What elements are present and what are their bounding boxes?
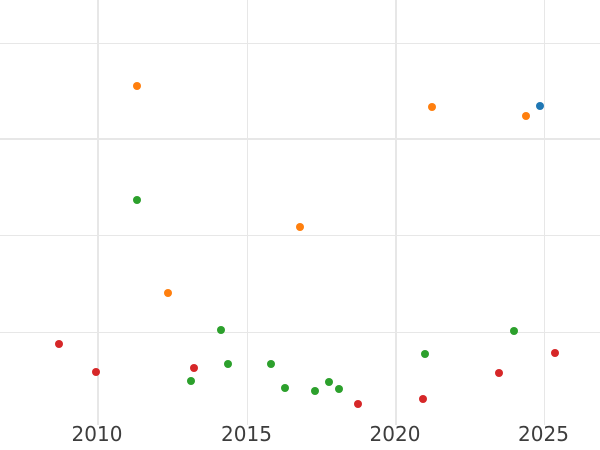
scatter-point-green (216, 326, 225, 335)
scatter-point-green (325, 378, 333, 387)
x-axis-tick-label: 2010 (71, 422, 123, 446)
scatter-point-orange (164, 289, 172, 297)
vertical-gridline (395, 0, 397, 425)
scatter-point-red (494, 368, 503, 377)
scatter-point-orange (132, 81, 141, 90)
x-axis-tick-label: 2015 (221, 422, 272, 446)
x-axis-tick-label: 2020 (369, 422, 421, 446)
scatter-point-blue (536, 102, 544, 110)
horizontal-gridline (0, 138, 600, 140)
scatter-point-red (189, 363, 198, 372)
scatter-point-red (91, 367, 100, 376)
scatter-point-orange (296, 223, 304, 231)
horizontal-gridline (0, 331, 600, 333)
horizontal-gridline (0, 234, 600, 236)
scatter-point-green (421, 349, 429, 358)
scatter-point-green (510, 326, 519, 335)
scatter-point-orange (427, 102, 436, 111)
vertical-gridline (246, 0, 248, 425)
scatter-point-green (266, 359, 275, 368)
scatter-point-green (186, 377, 195, 385)
horizontal-gridline (0, 42, 600, 44)
scatter-point-green (224, 359, 232, 368)
scatter-point-green (335, 384, 343, 393)
scatter-point-red (55, 340, 64, 349)
scatter-point-red (354, 399, 362, 408)
vertical-gridline (97, 0, 99, 425)
x-axis-tick-label: 2025 (518, 422, 569, 446)
scatter-point-green (310, 387, 319, 396)
scatter-point-red (551, 348, 559, 357)
vertical-gridline (543, 0, 545, 425)
scatter-point-green (132, 195, 141, 204)
scatter-point-green (281, 384, 289, 393)
scatter-point-orange (522, 112, 530, 120)
scatter-point-red (419, 395, 428, 403)
